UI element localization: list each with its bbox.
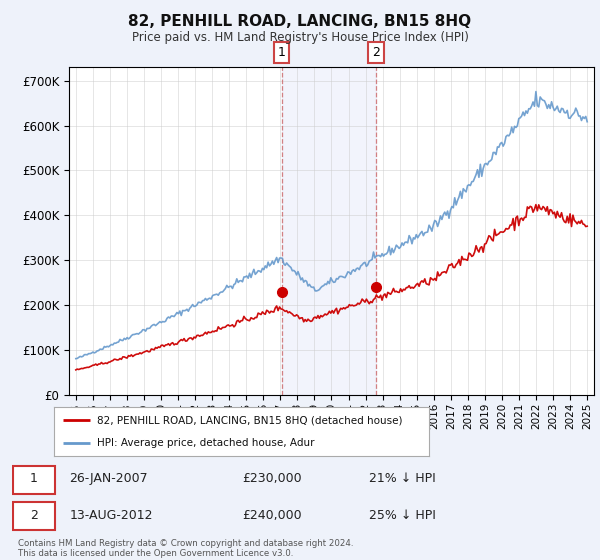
FancyBboxPatch shape [13,502,55,530]
Text: Contains HM Land Registry data © Crown copyright and database right 2024.
This d: Contains HM Land Registry data © Crown c… [18,539,353,558]
Text: £230,000: £230,000 [242,472,302,486]
Text: 82, PENHILL ROAD, LANCING, BN15 8HQ (detached house): 82, PENHILL ROAD, LANCING, BN15 8HQ (det… [97,416,403,426]
Text: 21% ↓ HPI: 21% ↓ HPI [369,472,436,486]
Text: 1: 1 [30,472,38,486]
Text: 2: 2 [30,508,38,522]
Text: 1: 1 [278,46,286,59]
Text: 13-AUG-2012: 13-AUG-2012 [70,508,153,522]
Bar [281,67,376,395]
FancyBboxPatch shape [13,465,55,493]
Text: £240,000: £240,000 [242,508,302,522]
Text: Price paid vs. HM Land Registry's House Price Index (HPI): Price paid vs. HM Land Registry's House … [131,31,469,44]
Text: 82, PENHILL ROAD, LANCING, BN15 8HQ: 82, PENHILL ROAD, LANCING, BN15 8HQ [128,14,472,29]
Text: HPI: Average price, detached house, Adur: HPI: Average price, detached house, Adur [97,438,314,448]
Text: 25% ↓ HPI: 25% ↓ HPI [369,508,436,522]
Text: 2: 2 [372,46,380,59]
Text: 26-JAN-2007: 26-JAN-2007 [70,472,148,486]
